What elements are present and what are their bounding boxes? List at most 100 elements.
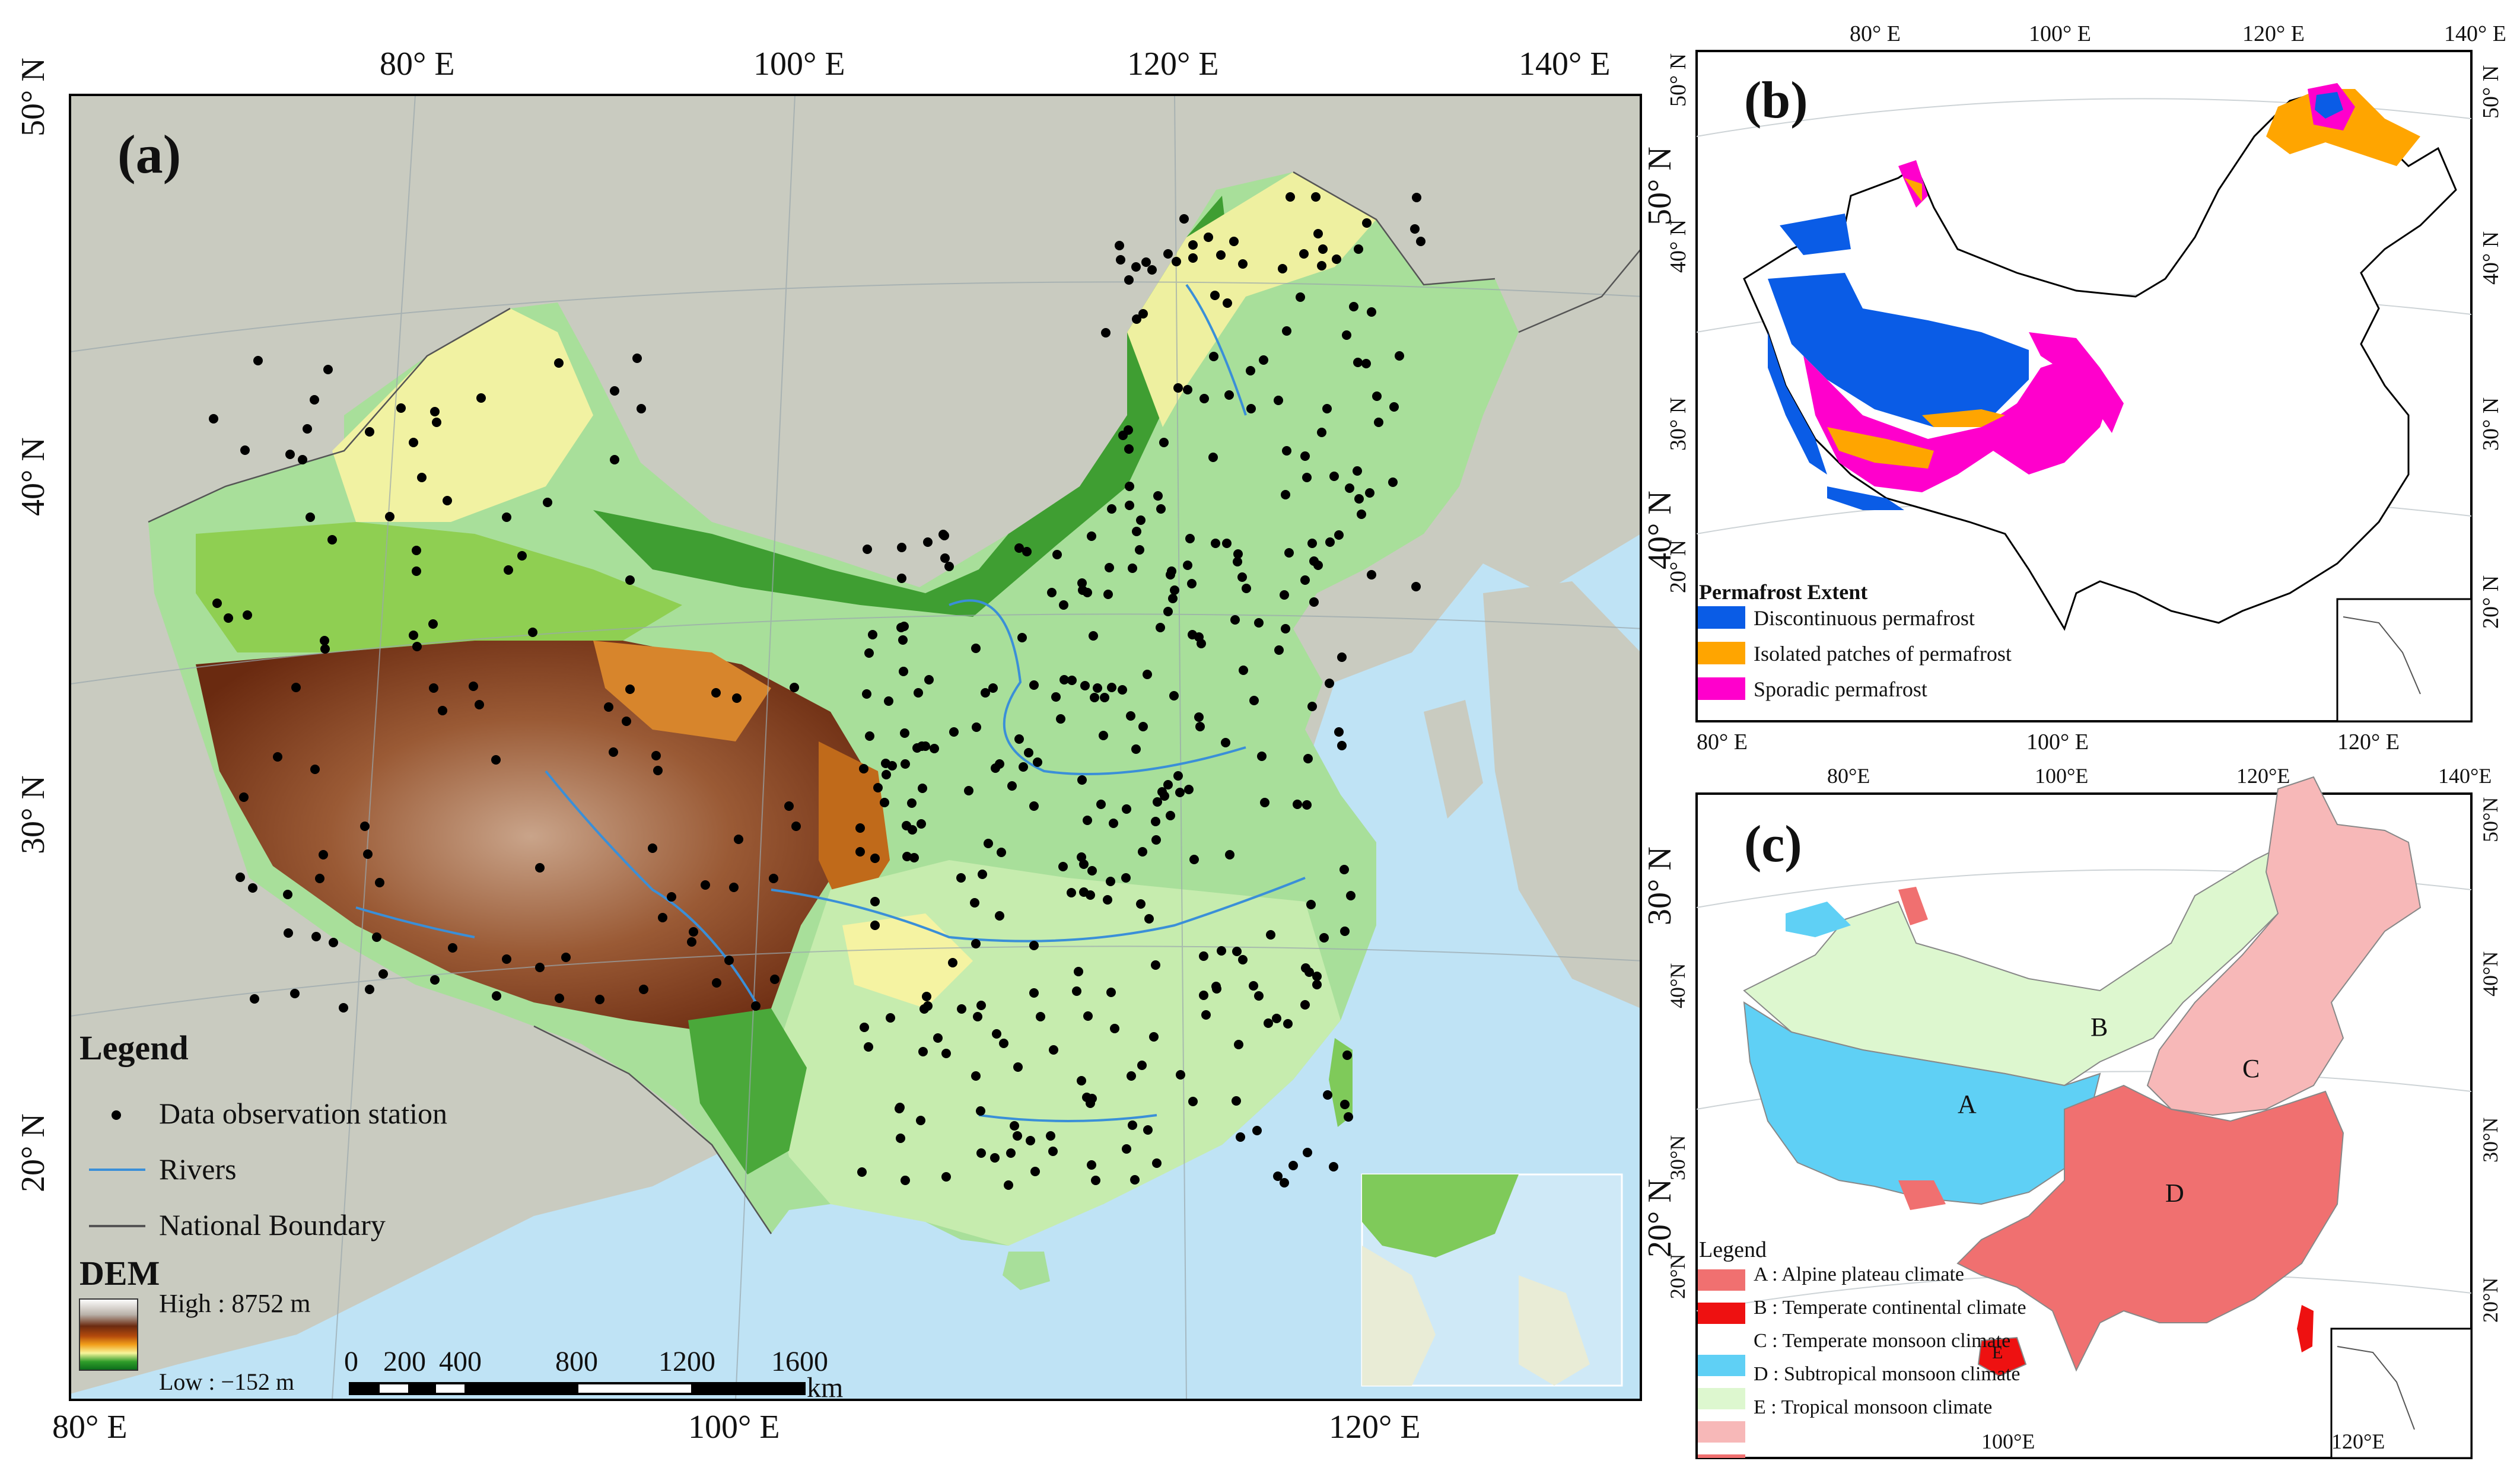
station-point [971,644,981,653]
station-point [1195,722,1205,731]
station-point [1288,1161,1298,1170]
station-point [1264,1018,1273,1028]
station-point [901,759,910,769]
station-point [933,1033,943,1043]
station-point [896,1134,905,1143]
left-tick: 30°N [1666,1135,1689,1180]
station-point [912,743,922,753]
station-point [1188,253,1198,263]
station-point [1118,431,1128,440]
station-point [1022,547,1032,556]
station-point [1300,575,1310,585]
station-point [1340,927,1350,936]
left-tick: 50° N [15,58,52,136]
station-point [1344,1112,1353,1122]
station-point [687,937,696,947]
station-point [1238,955,1248,964]
station-point [1122,1144,1131,1154]
station-point [901,1176,910,1185]
station-point [918,1047,928,1056]
top-tick: 120°E [2236,764,2290,788]
station-point [1128,1120,1137,1130]
station-point [1239,666,1248,675]
station-point [940,553,950,563]
station-point [329,938,338,947]
station-point [999,1039,1008,1048]
station-point [1395,351,1404,361]
zone-c [2146,776,2422,1116]
station-point [949,727,959,737]
station-point [306,512,315,522]
station-point [863,545,872,554]
station-point [1029,801,1039,811]
scale-label: 200 [383,1346,426,1377]
climate-legend-title: Legend [1699,1237,1767,1262]
station-point [857,1167,867,1177]
legend-swatch-d-row [1698,1269,1745,1291]
station-point [1286,192,1295,202]
station-point [1173,383,1183,393]
station-point [1374,418,1383,427]
station-point [375,878,384,887]
legend-item-stations: Data observation station [159,1097,447,1130]
station-point [1334,530,1344,540]
station-point [1312,972,1322,981]
station-point [1354,244,1363,254]
station-point [1306,900,1316,909]
station-point [855,847,865,857]
station-point [868,630,877,639]
station-point [319,850,328,859]
station-point [1229,237,1239,246]
left-tick: 50° N [1666,53,1691,107]
legend-label-d: D : Subtropical monsoon climate [1754,1363,2021,1385]
station-point [1078,585,1087,595]
station-point [1188,1097,1198,1106]
station-point [1234,1040,1243,1049]
station-point [1131,262,1141,272]
station-point [639,985,648,994]
station-point [701,880,710,890]
station-point [1126,711,1135,721]
station-point [1208,453,1218,462]
station-point [1138,309,1148,319]
station-point [1110,1024,1119,1033]
station-point [236,873,245,882]
station-point [1101,328,1111,338]
station-point [990,1153,1000,1163]
station-point [940,531,949,540]
station-point [1072,986,1081,996]
station-point [897,543,906,552]
station-point [409,438,418,447]
station-point [1309,597,1319,607]
top-tick: 100°E [2035,764,2089,788]
station-point [239,792,249,802]
panel-c-climate-zones-map: (c) 80°E 100°E 120°E 140°E 40°N 30°N 20°… [1649,753,2520,1471]
station-point [1365,488,1374,498]
station-point [284,928,293,938]
station-point [1170,585,1179,595]
station-point [1201,1010,1211,1020]
station-point [1199,394,1209,403]
station-point [1124,275,1134,285]
station-point [881,759,890,768]
station-point [992,1029,1001,1039]
station-point [1163,780,1173,789]
station-point [1047,588,1057,597]
station-point [976,1001,986,1010]
station-point [1242,584,1251,593]
station-point [1030,1167,1040,1176]
left-tick: 40°N [1666,963,1689,1008]
station-point [625,575,635,585]
zone-e-hainan [1977,1336,2027,1377]
station-point [1175,788,1185,797]
zone-d [1956,1084,2344,1372]
station-point [285,450,295,459]
station-point [1179,214,1189,224]
station-point [880,798,889,807]
station-point [365,427,374,437]
station-point [1204,233,1213,242]
station-point [1238,259,1248,269]
top-tick: 80° E [380,46,455,82]
station-point [315,874,324,883]
left-tick: 20°N [1666,1253,1689,1299]
